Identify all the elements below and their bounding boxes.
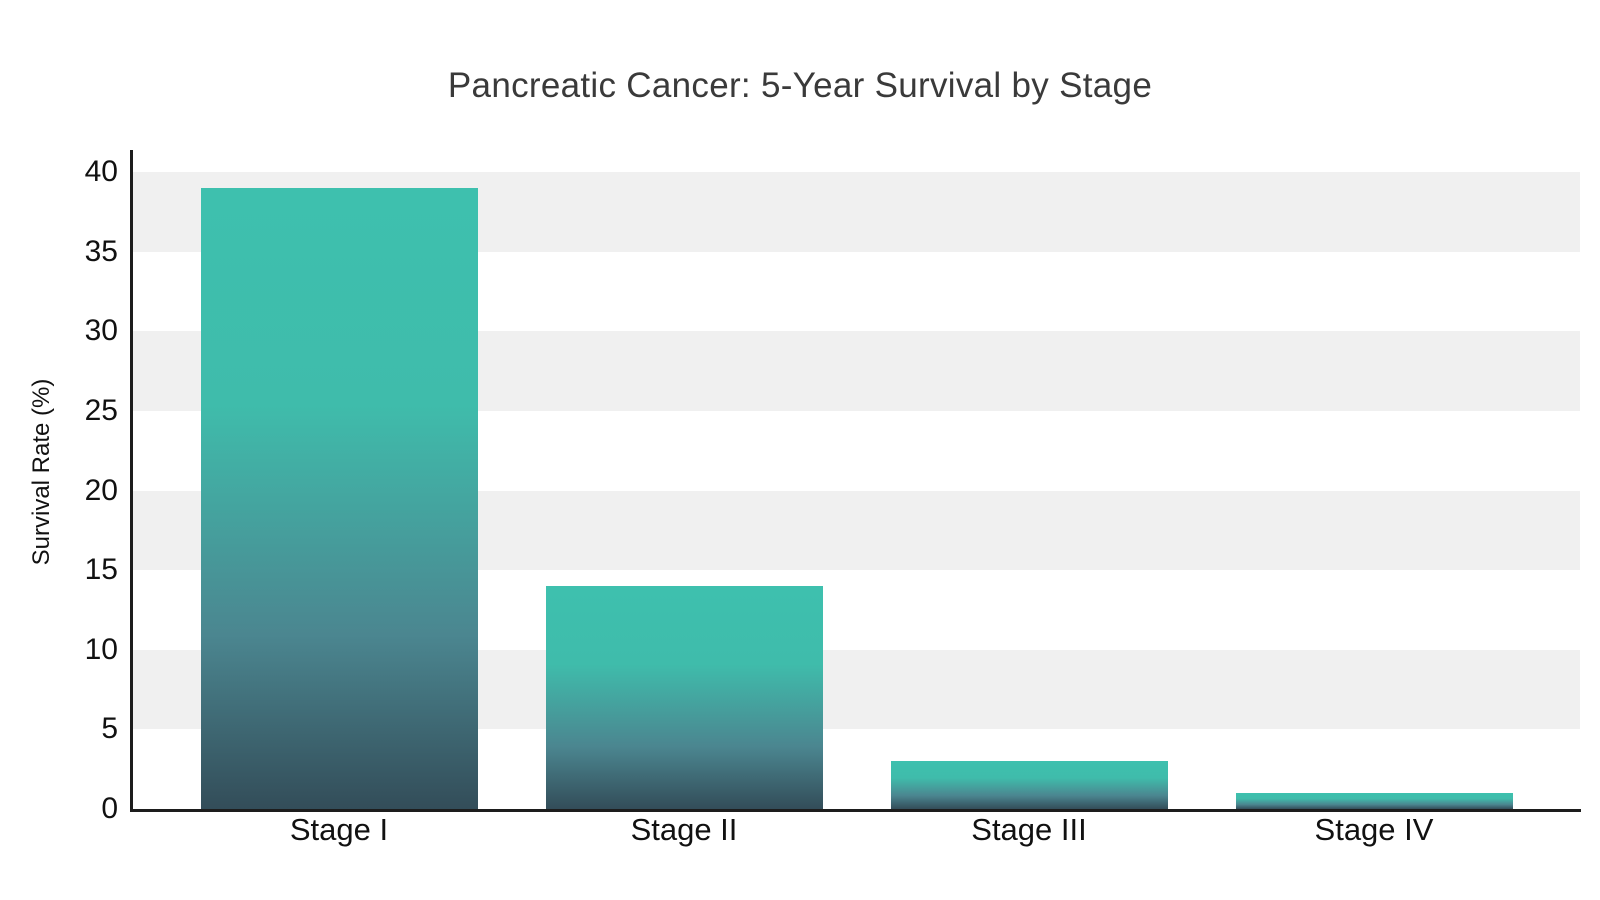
plot-area bbox=[133, 153, 1580, 809]
bar-stage-ii bbox=[545, 586, 823, 809]
bar-stage-i bbox=[200, 188, 478, 809]
y-axis-line bbox=[130, 150, 133, 812]
bar-stage-iv bbox=[1235, 793, 1513, 809]
y-tick-label: 40 bbox=[84, 155, 118, 189]
bar-stage-iii bbox=[890, 761, 1168, 809]
y-tick-label: 25 bbox=[84, 394, 118, 427]
y-tick-label: 35 bbox=[84, 234, 118, 268]
y-tick-label: 30 bbox=[84, 314, 118, 348]
y-tick-label: 10 bbox=[84, 632, 118, 666]
x-tick-label: Stage II bbox=[630, 812, 738, 847]
chart-title: Pancreatic Cancer: 5-Year Survival by St… bbox=[447, 66, 1153, 105]
x-axis-line bbox=[130, 809, 1581, 812]
x-tick-label: Stage III bbox=[971, 812, 1087, 847]
x-tick-label: Stage IV bbox=[1314, 812, 1434, 847]
x-tick-label: Stage I bbox=[289, 812, 389, 847]
y-tick-label: 15 bbox=[84, 553, 118, 587]
y-tick-label: 5 bbox=[101, 712, 118, 746]
y-tick-label: 0 bbox=[101, 792, 118, 825]
y-tick-label: 20 bbox=[84, 473, 118, 507]
